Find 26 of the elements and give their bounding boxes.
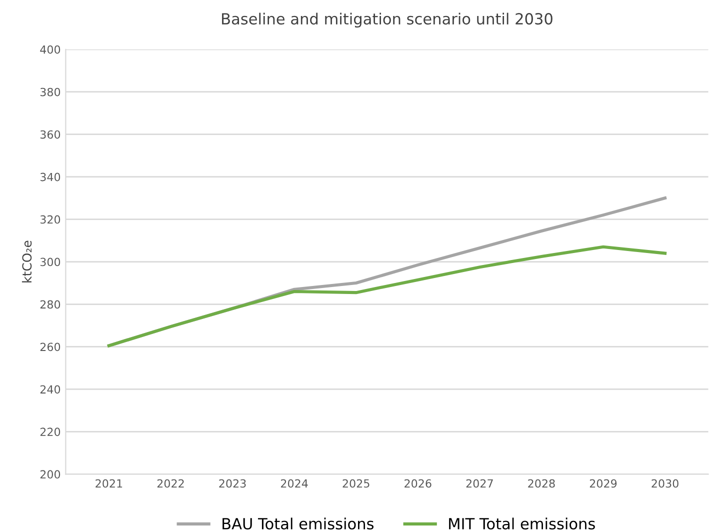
x-tick-label: 2027 — [466, 479, 493, 488]
line-series — [107, 245, 667, 348]
y-tick-label: 240 — [40, 385, 60, 394]
x-tick-label: 2026 — [404, 479, 432, 488]
x-tick-label: 2022 — [157, 479, 184, 488]
y-axis-title: ktCO₂e — [22, 240, 32, 282]
y-tick-label: 320 — [40, 215, 60, 224]
y-tick-label: 280 — [40, 300, 60, 309]
x-tick-label: 2021 — [96, 479, 122, 488]
x-tick-label: 2028 — [528, 479, 555, 488]
y-tick-label: 360 — [40, 130, 60, 139]
y-tick-label: 260 — [40, 342, 60, 352]
x-tick-label: 2024 — [280, 479, 308, 488]
chart-title: Baseline and mitigation scenario until 2030 — [222, 12, 552, 28]
x-tick-label: 2030 — [652, 479, 678, 488]
y-tick-label: 340 — [40, 172, 60, 182]
x-tick-label: 2023 — [219, 479, 246, 488]
x-tick-label: 2025 — [342, 479, 370, 488]
y-tick-label: 200 — [40, 470, 60, 479]
x-tick-label: 2029 — [590, 479, 617, 488]
y-tick-label: 400 — [40, 45, 60, 54]
legend-label: MIT Total emissions — [449, 518, 595, 530]
legend-label: BAU Total emissions — [222, 518, 374, 530]
y-tick-label: 220 — [40, 428, 60, 436]
y-tick-label: 380 — [40, 88, 60, 96]
y-tick-label: 300 — [40, 258, 60, 266]
